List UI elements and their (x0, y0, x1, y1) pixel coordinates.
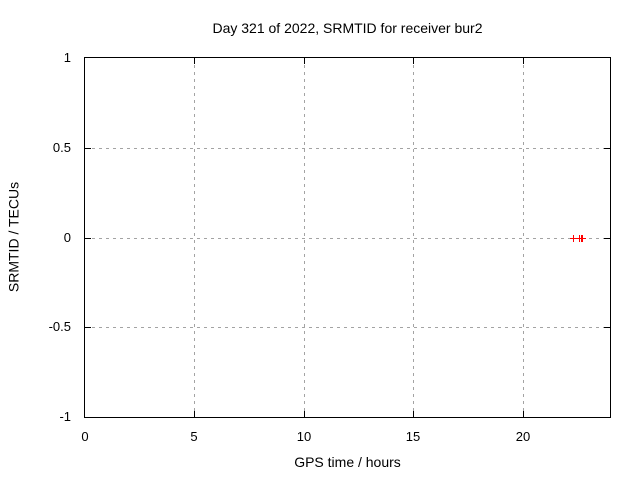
y-tick-label: 1 (63, 50, 71, 65)
x-tick-mark (523, 411, 524, 417)
y-tick-label: 0.5 (52, 140, 71, 155)
plot-area (84, 57, 611, 418)
y-tick-mark (85, 327, 91, 328)
x-tick-mark (194, 58, 195, 64)
data-point-plus-marker (570, 235, 577, 242)
y-tick-mark (604, 238, 610, 239)
x-tick-mark (304, 58, 305, 64)
gridline-vertical (413, 58, 414, 417)
x-tick-label: 20 (515, 429, 531, 444)
gridline-horizontal (85, 327, 610, 328)
y-tick-label: -0.5 (48, 319, 71, 334)
x-axis-label: GPS time / hours (294, 454, 401, 470)
y-tick-mark (604, 148, 610, 149)
x-tick-label: 0 (81, 429, 89, 444)
y-tick-mark (604, 327, 610, 328)
gridline-vertical (523, 58, 524, 417)
y-tick-mark (85, 148, 91, 149)
x-tick-mark (413, 411, 414, 417)
y-tick-label: 0 (63, 230, 71, 245)
x-tick-label: 15 (405, 429, 421, 444)
x-tick-mark (413, 58, 414, 64)
gridline-horizontal (85, 148, 610, 149)
gridline-vertical (194, 58, 195, 417)
x-tick-label: 10 (296, 429, 312, 444)
marker-vertical-bar (573, 235, 574, 242)
x-tick-mark (304, 411, 305, 417)
x-tick-mark (523, 58, 524, 64)
y-tick-label: -1 (59, 409, 71, 424)
x-tick-label: 5 (190, 429, 198, 444)
x-tick-mark (194, 411, 195, 417)
gridline-horizontal (85, 238, 610, 239)
y-tick-mark (85, 238, 91, 239)
marker-vertical-bar (582, 235, 583, 242)
chart-title: Day 321 of 2022, SRMTID for receiver bur… (212, 20, 483, 36)
gridline-vertical (304, 58, 305, 417)
data-point-plus-marker (579, 235, 586, 242)
